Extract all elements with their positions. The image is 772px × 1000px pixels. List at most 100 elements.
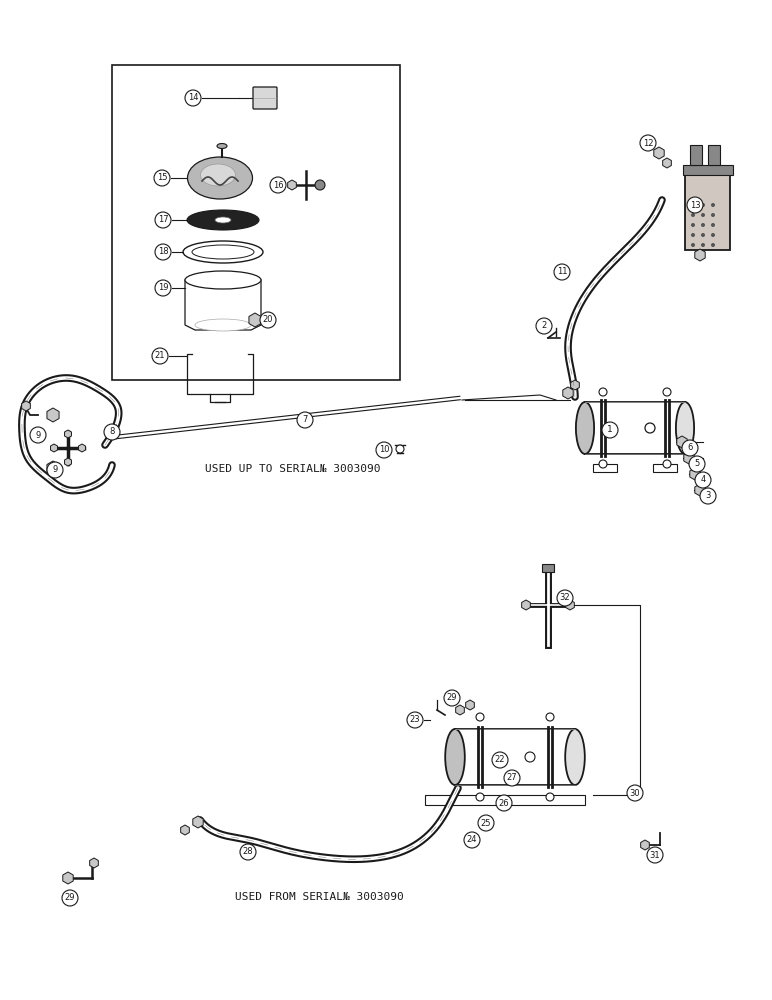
Circle shape xyxy=(663,388,671,396)
Text: USED UP TO SERIAL№ 3003090: USED UP TO SERIAL№ 3003090 xyxy=(205,464,381,474)
Text: 27: 27 xyxy=(506,774,517,782)
Circle shape xyxy=(640,135,656,151)
Circle shape xyxy=(155,244,171,260)
Circle shape xyxy=(687,197,703,213)
Circle shape xyxy=(691,233,695,237)
Polygon shape xyxy=(249,313,261,327)
Text: 2: 2 xyxy=(541,322,547,330)
Circle shape xyxy=(701,243,705,247)
Text: 22: 22 xyxy=(495,756,505,764)
Polygon shape xyxy=(63,872,73,884)
Bar xyxy=(653,464,677,472)
Polygon shape xyxy=(65,430,72,438)
Bar xyxy=(708,145,720,165)
Text: 24: 24 xyxy=(467,836,477,844)
Polygon shape xyxy=(684,452,694,464)
Ellipse shape xyxy=(565,729,585,785)
Ellipse shape xyxy=(215,217,231,223)
Circle shape xyxy=(478,815,494,831)
Circle shape xyxy=(297,412,313,428)
Bar xyxy=(455,729,575,785)
Text: 26: 26 xyxy=(499,798,510,808)
Circle shape xyxy=(602,422,618,438)
Bar xyxy=(112,65,400,380)
Circle shape xyxy=(689,456,705,472)
Text: 3: 3 xyxy=(706,491,711,500)
Ellipse shape xyxy=(187,210,259,230)
Polygon shape xyxy=(455,705,464,715)
Text: 1: 1 xyxy=(607,426,613,434)
Circle shape xyxy=(701,223,705,227)
Text: 29: 29 xyxy=(447,694,457,702)
Text: 25: 25 xyxy=(481,818,491,828)
Polygon shape xyxy=(508,773,516,783)
Text: 16: 16 xyxy=(273,180,283,190)
Ellipse shape xyxy=(445,729,465,785)
Circle shape xyxy=(599,460,607,468)
Text: USED FROM SERIAL№ 3003090: USED FROM SERIAL№ 3003090 xyxy=(235,892,404,902)
Polygon shape xyxy=(662,158,672,168)
Circle shape xyxy=(185,90,201,106)
Polygon shape xyxy=(566,600,574,610)
Text: 29: 29 xyxy=(65,894,75,902)
Text: 6: 6 xyxy=(687,444,692,452)
Text: 18: 18 xyxy=(157,247,168,256)
Circle shape xyxy=(464,832,480,848)
Circle shape xyxy=(536,318,552,334)
Circle shape xyxy=(700,488,716,504)
Text: 21: 21 xyxy=(154,352,165,360)
Circle shape xyxy=(154,170,170,186)
Circle shape xyxy=(711,243,715,247)
Polygon shape xyxy=(90,858,98,868)
Circle shape xyxy=(695,472,711,488)
Ellipse shape xyxy=(195,319,251,331)
Circle shape xyxy=(599,388,607,396)
Polygon shape xyxy=(193,816,203,828)
Ellipse shape xyxy=(192,245,254,259)
Polygon shape xyxy=(522,600,530,610)
Text: 20: 20 xyxy=(262,316,273,324)
Text: 4: 4 xyxy=(700,476,706,485)
Circle shape xyxy=(47,462,63,478)
Bar xyxy=(542,564,554,572)
Circle shape xyxy=(711,203,715,207)
Polygon shape xyxy=(65,458,72,466)
Polygon shape xyxy=(181,825,189,835)
Polygon shape xyxy=(641,840,649,850)
Text: 23: 23 xyxy=(410,716,420,724)
Text: 11: 11 xyxy=(557,267,567,276)
Text: 31: 31 xyxy=(650,850,660,859)
Circle shape xyxy=(554,264,570,280)
Polygon shape xyxy=(482,818,490,828)
Circle shape xyxy=(701,203,705,207)
Bar xyxy=(685,175,730,250)
Circle shape xyxy=(701,233,705,237)
Bar xyxy=(690,145,702,165)
Circle shape xyxy=(711,233,715,237)
Polygon shape xyxy=(695,249,705,261)
Circle shape xyxy=(691,243,695,247)
Text: 28: 28 xyxy=(242,848,253,856)
Ellipse shape xyxy=(576,402,594,454)
Bar xyxy=(683,165,733,175)
Circle shape xyxy=(691,203,695,207)
Circle shape xyxy=(260,312,276,328)
Text: 12: 12 xyxy=(643,138,653,147)
Bar xyxy=(585,402,685,454)
Circle shape xyxy=(546,793,554,801)
Text: 17: 17 xyxy=(157,216,168,225)
Bar xyxy=(425,795,585,805)
Circle shape xyxy=(376,442,392,458)
Polygon shape xyxy=(50,444,57,452)
Circle shape xyxy=(711,213,715,217)
Polygon shape xyxy=(22,401,30,411)
Text: 7: 7 xyxy=(303,416,308,424)
Circle shape xyxy=(396,445,404,453)
Circle shape xyxy=(62,890,78,906)
Polygon shape xyxy=(79,444,86,452)
Text: 9: 9 xyxy=(52,466,58,475)
Circle shape xyxy=(155,280,171,296)
Circle shape xyxy=(525,752,535,762)
Polygon shape xyxy=(466,700,474,710)
Ellipse shape xyxy=(183,241,263,263)
